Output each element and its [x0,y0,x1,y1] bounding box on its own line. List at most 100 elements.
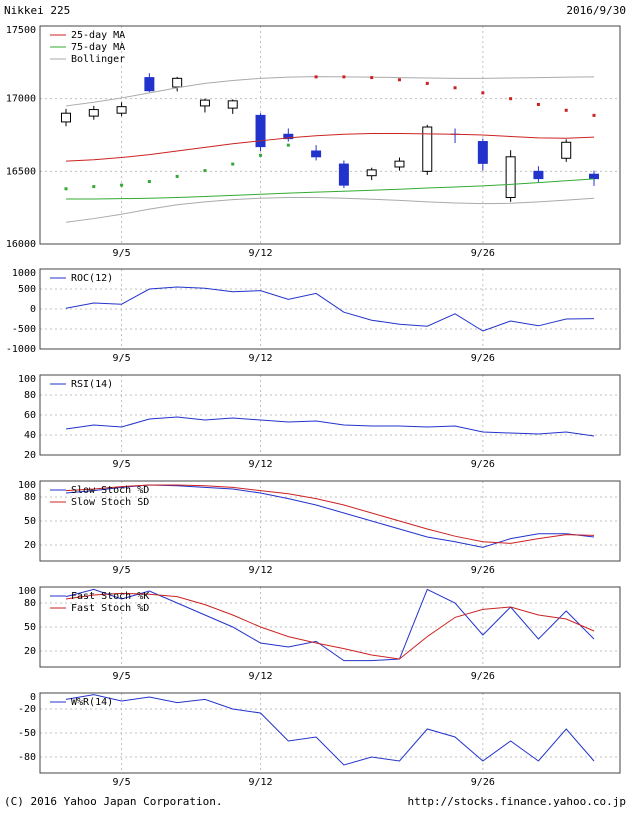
series-line [65,588,595,662]
series-line [66,178,595,200]
y-tick-label: -500 [12,324,36,335]
candle-body [366,169,377,177]
sar-dot [92,185,96,189]
series-line [65,133,595,162]
legend-label: W%R(14) [71,697,113,708]
footer-url: http://stocks.finance.yahoo.co.jp [407,795,626,808]
x-tick-label: 9/12 [248,353,272,364]
x-tick-label: 9/5 [113,671,131,682]
candle-body [338,163,349,186]
y-tick-label: 16000 [6,239,36,250]
y-tick-label: -50 [18,728,36,739]
x-tick-label: 9/5 [113,353,131,364]
price-chart-panel: 9/5 9/12 9/26 17500 17000 16500 16000 25-day MA… [0,20,630,262]
candle-body [199,99,210,107]
candle-body [255,114,266,148]
x-tick-label: 9/26 [471,671,495,682]
sar-dot [564,108,568,112]
legend-label: RSI(14) [71,379,113,390]
plot-border [39,268,621,350]
legend-label: 75-day MA [71,42,125,53]
y-tick-label: -1000 [6,344,36,355]
series-line [65,484,595,544]
y-tick-label: 1000 [12,268,36,279]
candle-body [505,156,516,198]
fast-stoch-panel: 9/5 9/12 9/26 100 80 50 20 Fast Stoch %K Fast St… [0,582,630,686]
x-tick-label: 9/5 [113,459,131,470]
candle-body [533,170,544,180]
series-line [65,196,595,223]
candle-body [88,109,99,117]
sar-dot [342,75,346,79]
candle-body [394,160,405,168]
sar-dot [536,102,540,106]
y-tick-label: -20 [18,704,36,715]
x-tick-label: 9/26 [471,777,495,788]
x-tick-label: 9/12 [248,459,272,470]
y-tick-label: 20 [24,450,36,461]
y-tick-label: 50 [24,622,36,633]
header: Nikkei 225 2016/9/30 [0,3,630,20]
plot-border [39,480,621,562]
sar-dot [370,76,374,80]
roc-chart: 9/5 9/12 9/26 1000 500 0 -500 -1000 ROC(12) [6,268,621,364]
footer-copyright: (C) 2016 Yahoo Japan Corporation. [4,795,223,808]
candle-body [116,106,127,114]
legend-label: Slow Stoch SD [71,497,149,508]
x-tick-label: 9/26 [471,459,495,470]
series-line [65,694,595,766]
legend-label: Fast Stoch %K [71,591,149,602]
legend-label: 25-day MA [71,30,125,41]
sar-dot [231,162,235,166]
sar-dot [314,75,318,79]
slow-stoch-panel: 9/5 9/12 9/26 100 80 50 20 Slow Stoch %D Slow St… [0,476,630,580]
y-tick-label: 0 [30,304,36,315]
x-tick-label: 9/12 [248,248,272,259]
rsi-chart: 9/5 9/12 9/26 100 80 60 40 20 RSI(14) [18,374,621,470]
y-tick-label: 20 [24,646,36,657]
price-chart: 9/5 9/12 9/26 17500 17000 16500 16000 25-day MA… [6,25,621,259]
sar-dot [175,174,179,178]
y-tick-label: 500 [18,284,36,295]
y-tick-label: 0 [30,692,36,703]
candle-body [311,150,322,158]
y-tick-label: 40 [24,430,36,441]
sar-dot [481,91,485,95]
x-tick-label: 9/5 [113,248,131,259]
series-line [65,592,595,660]
y-tick-label: 50 [24,516,36,527]
candle-body [61,112,71,123]
plot-border [39,692,621,774]
x-tick-label: 9/26 [471,248,495,259]
legend-label: ROC(12) [71,273,113,284]
candle-body [283,133,294,140]
sar-dot [592,113,596,117]
series-line [65,416,595,437]
y-tick-label: 20 [24,540,36,551]
x-tick-label: 9/12 [248,671,272,682]
y-tick-label: 80 [24,390,36,401]
williams-r-chart: 9/5 9/12 9/26 0-20 -50 -80 W%R(14) [18,692,621,788]
sar-dot [509,97,513,101]
candle-body [172,77,183,88]
header-date: 2016/9/30 [566,4,626,17]
y-tick-label: 16500 [6,166,36,177]
candle-body [589,173,599,180]
candle-body [227,100,238,109]
sar-dot [425,81,429,85]
candle-body [477,141,488,164]
y-tick-label: 80 [24,492,36,503]
sar-dot [64,187,68,191]
candle-body [144,77,155,92]
y-tick-label: 17500 [6,25,36,36]
legend-label: Fast Stoch %D [71,603,149,614]
sar-dot [397,78,401,82]
roc-panel: 9/5 9/12 9/26 1000 500 0 -500 -1000 ROC(12) [0,264,630,368]
sar-dot [147,180,151,184]
x-tick-label: 9/26 [471,353,495,364]
plot-border [39,586,621,668]
footer: (C) 2016 Yahoo Japan Corporation. http:/… [0,794,630,811]
